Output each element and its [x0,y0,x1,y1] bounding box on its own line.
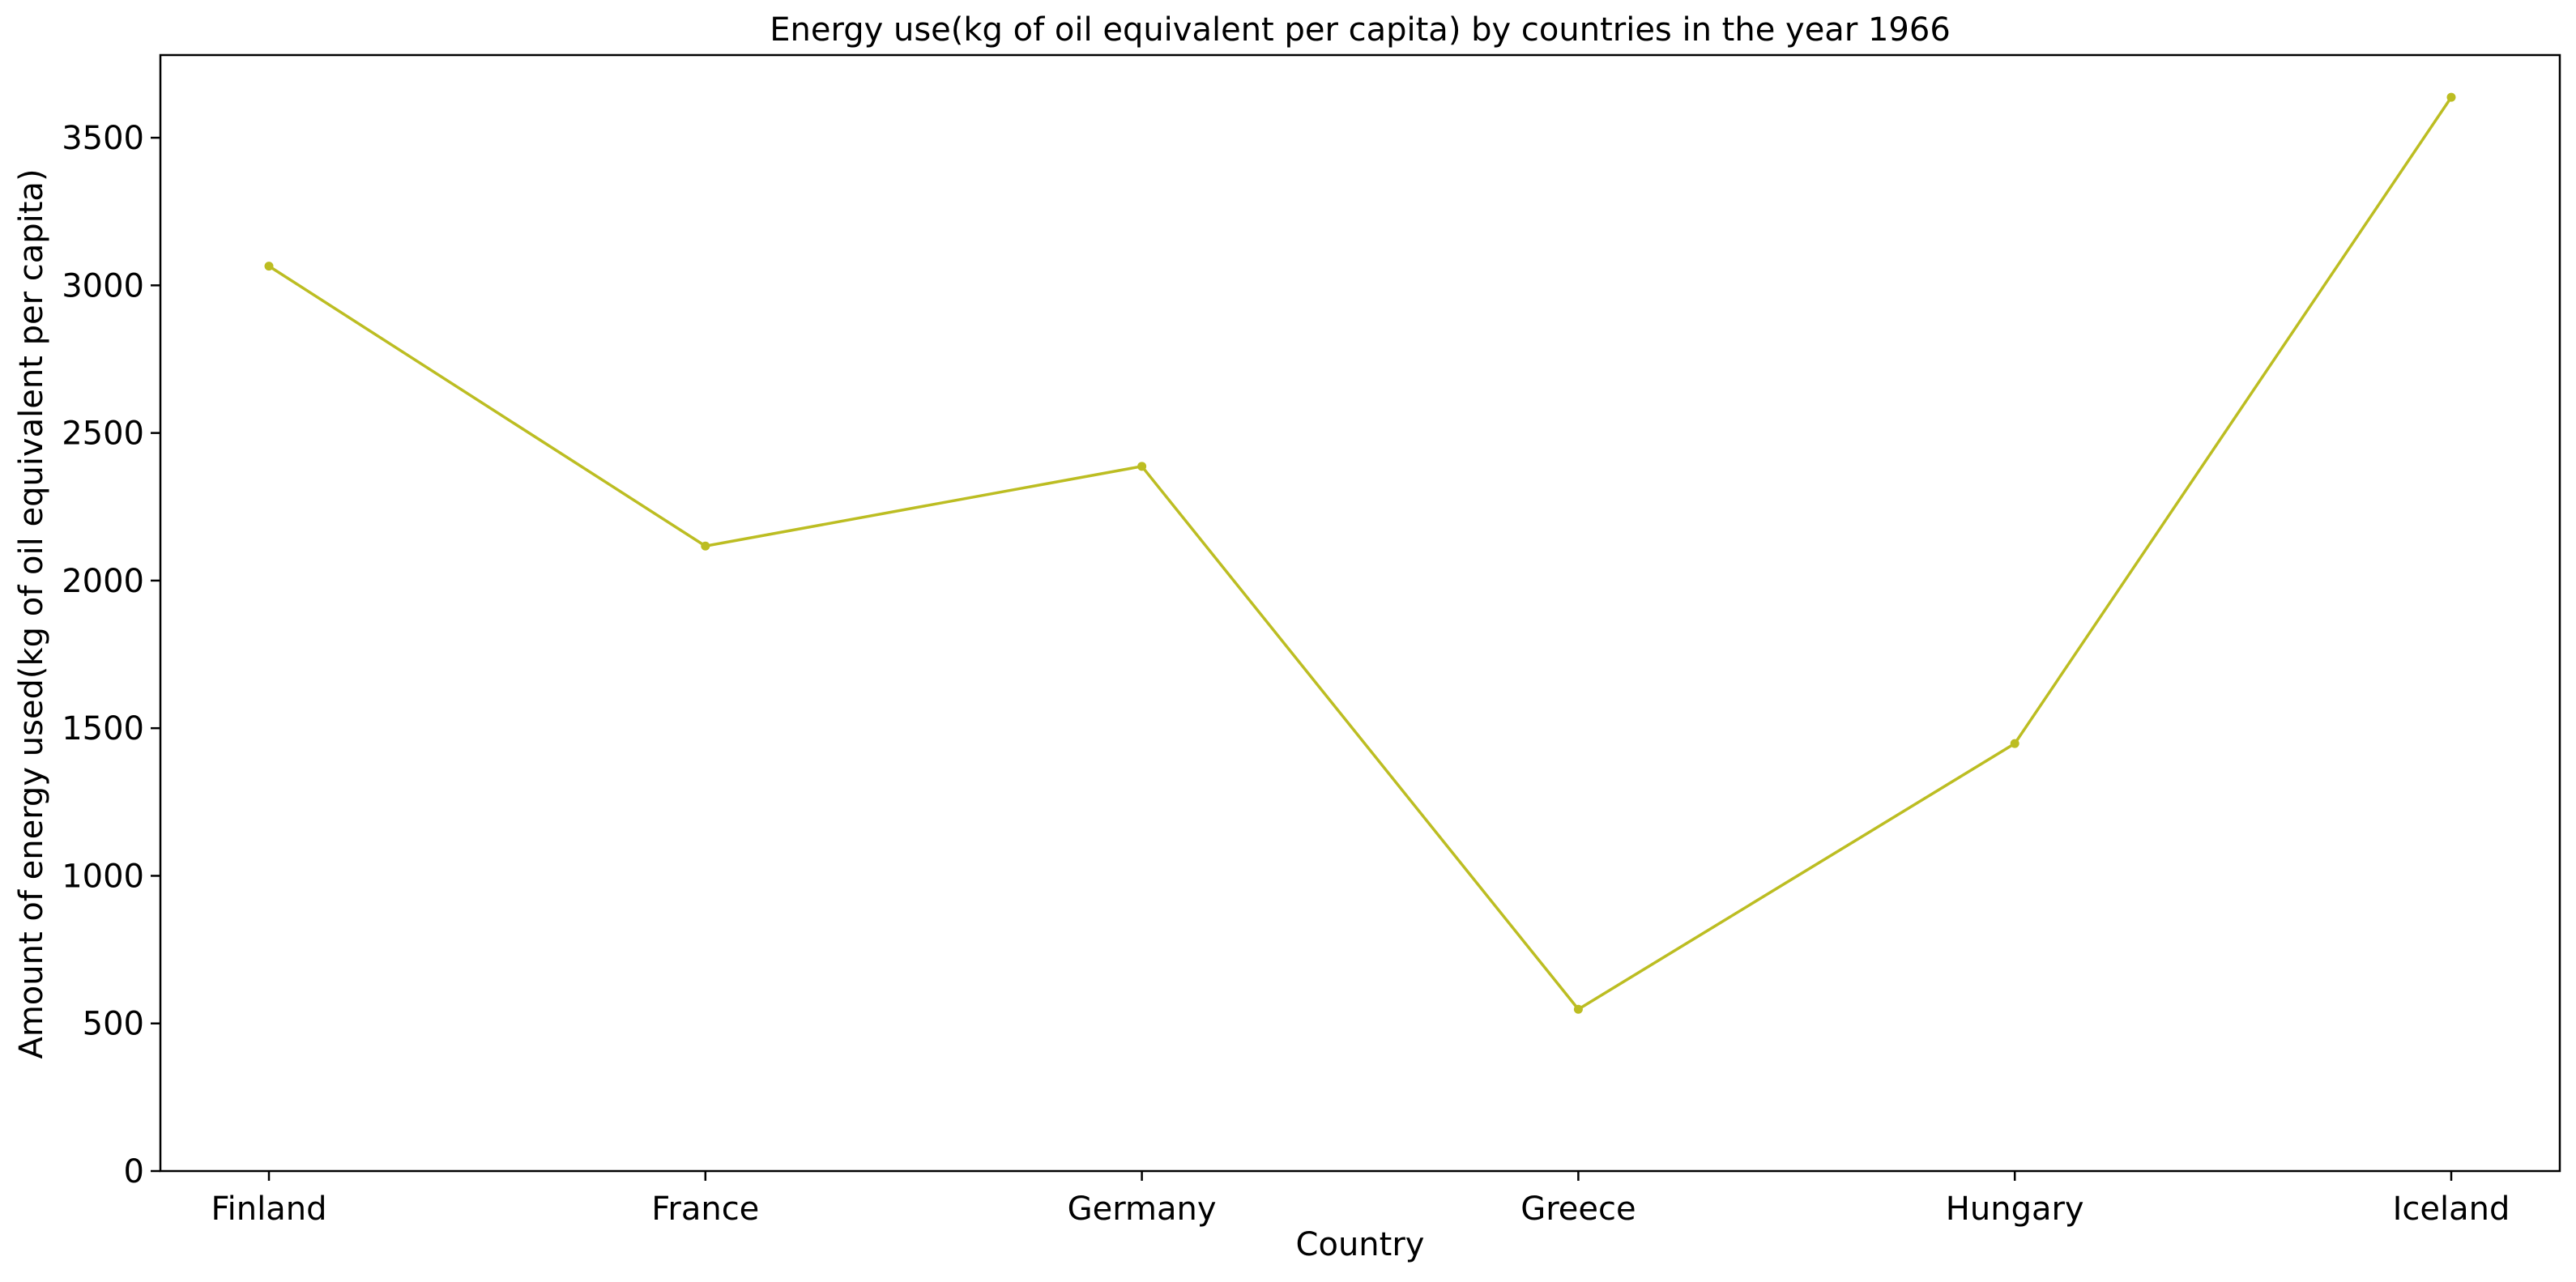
plot-frame [159,53,2561,1173]
chart-title: Energy use(kg of oil equivalent per capi… [770,11,1951,49]
x-tick-label: Finland [211,1190,327,1228]
y-tick-label: 0 [124,1153,144,1190]
data-point [1573,1004,1583,1014]
data-point [2446,92,2456,102]
y-tick-label: 1500 [62,710,144,747]
x-tick-label: Hungary [1946,1190,2084,1228]
y-tick-label: 3500 [62,120,144,157]
data-point [264,262,274,271]
y-tick-label: 1000 [62,858,144,895]
y-tick-label: 2000 [62,563,144,600]
y-tick-label: 2500 [62,415,144,453]
data-point [701,541,710,551]
data-point [1137,462,1147,471]
data-point [2010,739,2019,748]
x-tick-label: Iceland [2393,1190,2510,1228]
series-line [268,96,2453,1011]
x-tick-label: Germany [1068,1190,1217,1228]
plot-area: 0 500 1000 1500 2000 2500 3000 3500 Finland Franc… [62,53,2561,1228]
y-tick-label: 500 [83,1006,144,1043]
x-axis-label: Country [1296,1226,1425,1263]
y-axis-label: Amount of energy used(kg of oil equivale… [13,168,50,1058]
x-tick-label: France [651,1190,759,1228]
x-tick-label: Greece [1520,1190,1636,1228]
y-tick-label: 3000 [62,267,144,305]
